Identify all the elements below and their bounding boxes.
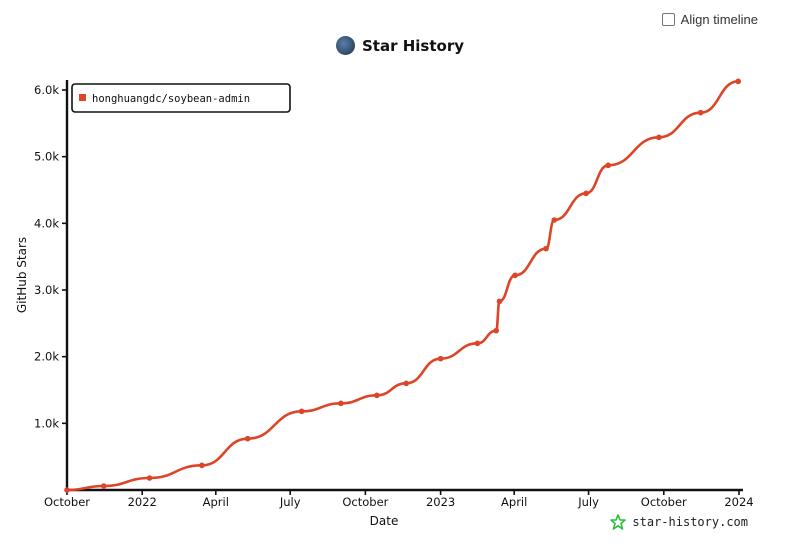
x-tick-label: 2024 <box>724 495 753 509</box>
data-point <box>146 475 153 481</box>
x-tick-label: October <box>342 495 388 509</box>
data-point <box>374 392 380 399</box>
data-point <box>512 272 518 279</box>
data-point <box>338 400 344 407</box>
x-tick-label: 2022 <box>128 495 157 509</box>
data-point <box>551 217 558 223</box>
data-point <box>403 380 410 387</box>
data-point <box>697 109 704 116</box>
data-point <box>656 134 662 141</box>
watermark-text: star-history.com <box>632 515 748 529</box>
y-axis-title: GitHub Stars <box>15 237 29 313</box>
chart-title: Star History <box>362 36 464 55</box>
data-point <box>735 78 741 85</box>
data-point <box>605 162 611 169</box>
star-logo-icon <box>610 514 627 530</box>
avatar-icon <box>336 36 355 55</box>
data-point <box>64 487 70 493</box>
data-point <box>493 327 499 334</box>
x-ticks: October 2022 April July October 2023 April July… <box>44 490 754 509</box>
y-ticks: 1.0k 2.0k 3.0k 4.0k 5.0k 6.0k <box>34 83 67 430</box>
data-point <box>543 245 549 252</box>
x-tick-label: April <box>501 495 527 509</box>
data-point <box>583 190 589 197</box>
watermark[interactable]: star-history.com <box>610 514 748 530</box>
chart-axes <box>65 80 743 492</box>
y-tick-label: 4.0k <box>34 216 59 230</box>
checkbox-icon[interactable] <box>661 13 675 26</box>
chart-header: Star History <box>0 36 800 55</box>
legend-label: honghuangdc/soybean-admin <box>92 93 250 105</box>
legend-box <box>71 83 291 113</box>
y-tick-label: 3.0k <box>34 283 59 297</box>
y-tick-label: 1.0k <box>34 416 59 430</box>
series-line <box>65 80 740 492</box>
y-tick-label: 5.0k <box>34 150 59 164</box>
x-tick-label: April <box>203 495 229 509</box>
x-tick-label: July <box>279 495 301 509</box>
legend: honghuangdc/soybean-admin <box>71 83 291 113</box>
data-point <box>298 408 305 415</box>
x-tick-label: 2023 <box>426 495 455 509</box>
data-point <box>244 435 251 442</box>
data-point <box>437 355 444 362</box>
align-timeline-toggle[interactable]: Align timeline <box>661 12 758 27</box>
x-tick-label: October <box>641 495 687 509</box>
y-tick-label: 6.0k <box>34 83 59 97</box>
series-layer <box>64 78 741 493</box>
align-timeline-label: Align timeline <box>680 12 758 27</box>
data-point <box>474 340 481 347</box>
data-point <box>199 462 205 469</box>
data-point <box>496 298 503 305</box>
x-tick-label: October <box>44 495 90 509</box>
y-tick-label: 2.0k <box>34 350 59 364</box>
x-tick-label: July <box>577 495 599 509</box>
data-point <box>100 483 107 489</box>
x-axis-title: Date <box>370 514 399 528</box>
legend-swatch <box>79 94 86 101</box>
